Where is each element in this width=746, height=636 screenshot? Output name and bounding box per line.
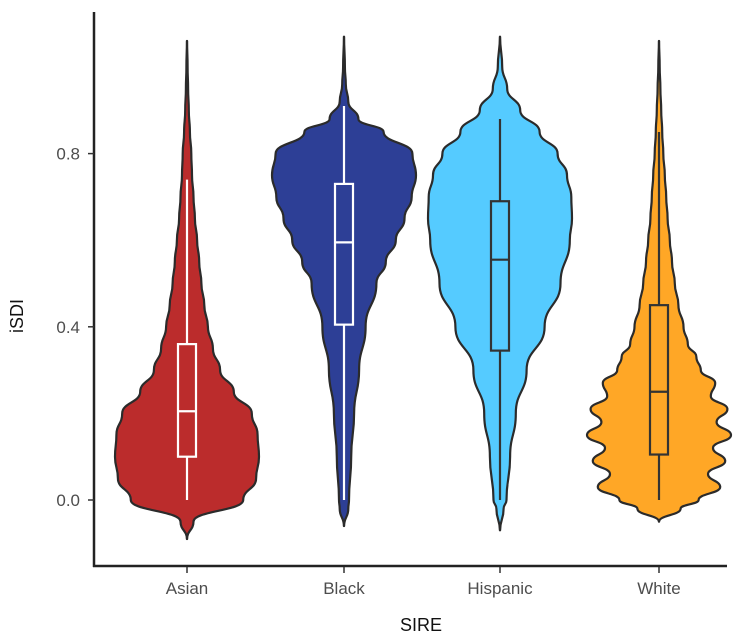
x-tick-label: White (637, 579, 680, 598)
violin-group-hispanic (426, 35, 574, 532)
y-axis-title: iSDI (7, 299, 27, 333)
box-white (648, 304, 670, 456)
box-black (333, 182, 355, 326)
x-ticks: Asian Black Hispanic White (166, 567, 681, 598)
box-hispanic (489, 200, 511, 352)
axes (92, 12, 727, 568)
x-axis-title: SIRE (400, 615, 442, 635)
violin-group-asian (113, 39, 261, 541)
y-ticks: 0.0 0.4 0.8 (56, 145, 94, 510)
violin-black (270, 35, 418, 528)
violin-group-white (585, 39, 733, 523)
y-tick-label: 0.4 (56, 318, 80, 337)
x-tick-label: Black (323, 579, 365, 598)
y-tick-label: 0.0 (56, 491, 80, 510)
x-tick-label: Asian (166, 579, 209, 598)
violin-group-black (270, 35, 418, 528)
violin-layer (113, 35, 733, 541)
violin-hispanic (426, 35, 574, 532)
box-asian (176, 343, 198, 458)
x-tick-label: Hispanic (467, 579, 533, 598)
y-tick-label: 0.8 (56, 145, 80, 164)
